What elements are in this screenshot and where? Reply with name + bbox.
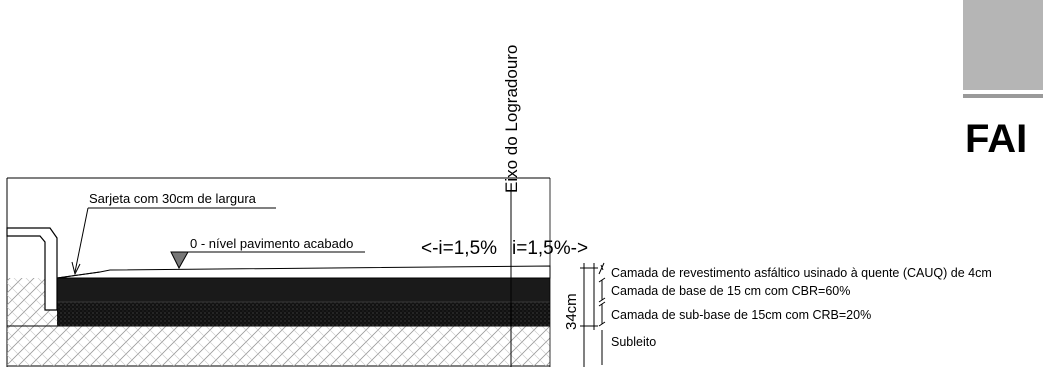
- corner-title-text: FAI: [965, 117, 1027, 161]
- layer-bracket-1: [598, 262, 605, 275]
- subbase-layer: [57, 302, 550, 326]
- gutter-leader-arrow-icon: [71, 261, 81, 276]
- title-block-rule: [963, 94, 1043, 98]
- layer-label-base: Camada de base de 15 cm com CBR=60%: [611, 284, 850, 298]
- dimension-label: 34cm: [563, 293, 580, 330]
- base-layer: [57, 278, 550, 302]
- title-block-shade: [963, 0, 1043, 90]
- slope-left-label: <-i=1,5%: [421, 238, 497, 259]
- layer-label-subbase: Camada de sub-base de 15cm com CRB=20%: [611, 308, 871, 322]
- asphalt-surface-layer: [56, 265, 551, 279]
- layer-label-subgrade: Subleito: [611, 335, 656, 349]
- gutter-leader-line: [74, 207, 89, 273]
- axis-label: Eixo do Logradouro: [502, 45, 521, 193]
- level-label: 0 - nível pavimento acabado: [190, 236, 353, 251]
- subgrade-layer: [7, 326, 550, 366]
- curb: [6, 227, 58, 311]
- gutter-line: [56, 271, 101, 279]
- level-marker-icon: [170, 251, 189, 270]
- gutter-label: Sarjeta com 30cm de largura: [89, 191, 257, 206]
- layer-bracket-3: [598, 301, 606, 327]
- layer-bracket-2: [598, 277, 606, 303]
- layer-label-cauq: Camada de revestimento asfáltico usinado…: [611, 266, 992, 280]
